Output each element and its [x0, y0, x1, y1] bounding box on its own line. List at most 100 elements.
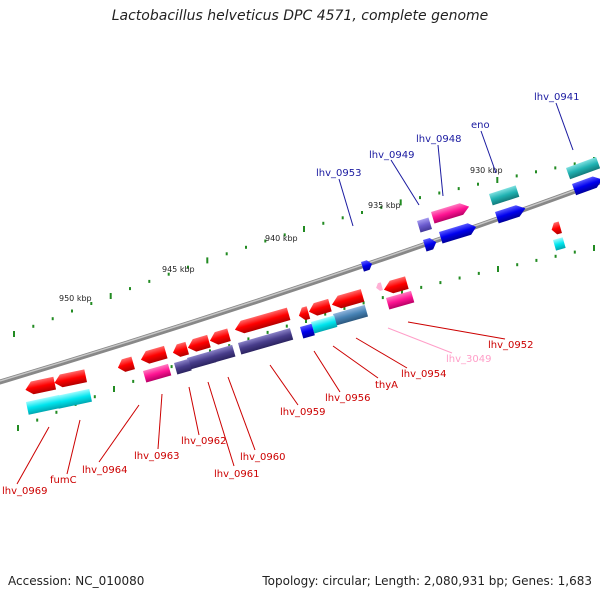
inner-tick-minor	[458, 276, 461, 280]
gene-lhv-0952-rna[interactable]	[386, 290, 415, 310]
gene-lhv-0964[interactable]	[116, 356, 135, 374]
gene-lhv-0956-cds[interactable]	[300, 323, 315, 339]
gene-lhv-0952[interactable]	[382, 276, 409, 295]
gene-lhv-0959[interactable]	[233, 307, 291, 336]
gene-thyA-cds[interactable]	[311, 315, 338, 334]
label-fumC: fumC	[50, 475, 77, 486]
inner-tick-minor	[381, 296, 384, 300]
gene-lhv-0962[interactable]	[171, 341, 190, 359]
gene-lhv-0954-cds[interactable]	[333, 304, 369, 326]
leader-lhv-0952	[407, 321, 506, 340]
inner-tick-major	[593, 245, 595, 251]
outer-tick-major	[303, 226, 305, 232]
outer-tick-minor	[457, 187, 460, 191]
outer-tick-minor	[167, 272, 170, 276]
gene-lhv-0949-cds[interactable]	[417, 217, 432, 233]
gene-lhv-0961-cds[interactable]	[187, 350, 217, 370]
gene-lhv-0960-cds[interactable]	[211, 344, 236, 363]
inner-tick-major	[305, 317, 307, 323]
gene-lhv-0949[interactable]	[423, 236, 438, 252]
leader-lhv-0954	[355, 337, 408, 369]
inner-tick-minor	[420, 285, 423, 289]
inner-tick-minor	[247, 337, 250, 341]
gene-lhv-0948[interactable]	[439, 221, 478, 244]
gene-lhv-0956[interactable]	[297, 306, 311, 321]
outer-tick-minor	[148, 279, 151, 283]
outer-tick-minor	[341, 216, 344, 220]
gene-thyA[interactable]	[307, 298, 332, 318]
inner-tick-major	[17, 425, 19, 431]
tick-label-935: 935 kbp	[368, 201, 401, 210]
outer-tick-major	[496, 177, 499, 183]
tick-label-945: 945 kbp	[162, 265, 195, 274]
gene-lhv-0960[interactable]	[208, 328, 231, 346]
label-lhv-0953: lhv_0953	[316, 168, 361, 179]
label-lhv-0960: lhv_0960	[240, 452, 285, 463]
leader-lhv-0969	[16, 426, 50, 485]
gene-right-cyan[interactable]	[553, 237, 566, 251]
leader-lhv-0960	[227, 376, 256, 451]
label-lhv-3049: lhv_3049	[446, 354, 491, 365]
inner-tick-minor	[266, 330, 269, 334]
outer-tick-minor	[129, 287, 131, 291]
label-lhv-0941: lhv_0941	[534, 92, 579, 103]
leader-lhv-0953	[338, 178, 354, 227]
outer-tick-minor	[380, 205, 383, 209]
outer-tick-major	[399, 199, 402, 206]
outer-tick-minor	[283, 233, 286, 237]
outer-tick-minor	[515, 174, 518, 178]
outer-tick-minor	[32, 324, 35, 328]
inner-tick-major	[401, 289, 403, 296]
outer-tick-major	[13, 331, 15, 337]
outer-tick-minor	[322, 221, 325, 225]
leader-lhv-0949	[390, 159, 420, 206]
outer-tick-minor	[573, 162, 576, 166]
label-lhv-0949: lhv_0949	[369, 150, 414, 161]
outer-tick-minor	[535, 170, 537, 174]
outer-tick-major	[206, 257, 209, 264]
inner-tick-minor	[324, 312, 327, 316]
leader-lhv-0964	[98, 404, 140, 463]
label-lhv-0964: lhv_0964	[82, 465, 127, 476]
outer-tick-minor	[419, 196, 421, 200]
gene-lhv-0959-cds[interactable]	[237, 328, 294, 355]
label-lhv-0952: lhv_0952	[488, 340, 533, 351]
gene-lhv-0969[interactable]	[24, 376, 57, 396]
gene-lhv-3049[interactable]	[375, 282, 383, 291]
gene-eno[interactable]	[495, 203, 527, 224]
gene-lhv-0963[interactable]	[139, 345, 168, 366]
leader-lhv-0948	[437, 144, 444, 197]
gene-lhv-0969-cds[interactable]	[26, 394, 62, 415]
outer-tick-minor	[264, 239, 267, 243]
leader-fumC	[66, 419, 81, 475]
gene-lhv-0962-cds[interactable]	[174, 358, 192, 375]
gene-lhv-0948-rna[interactable]	[431, 201, 471, 224]
inner-tick-major	[113, 386, 115, 392]
gene-fumC-cds[interactable]	[56, 388, 92, 409]
gene-lhv-0941-cds[interactable]	[566, 157, 600, 180]
outer-tick-minor	[225, 252, 228, 256]
leader-lhv-0959	[269, 364, 299, 406]
inner-tick-minor	[343, 306, 346, 310]
gene-lhv-0953[interactable]	[361, 259, 373, 272]
tick-label-930: 930 kbp	[470, 166, 503, 175]
gene-fumC[interactable]	[53, 369, 88, 388]
inner-tick-minor	[573, 250, 576, 254]
inner-tick-minor	[228, 344, 231, 348]
outer-tick-minor	[438, 191, 441, 195]
gene-lhv-0954[interactable]	[330, 289, 365, 310]
gene-lhv-0941[interactable]	[572, 174, 600, 196]
inner-tick-minor	[439, 281, 442, 285]
accession-text: Accession: NC_010080	[8, 574, 145, 588]
leader-lhv-0963	[157, 393, 163, 450]
label-lhv-0956: lhv_0956	[325, 393, 370, 404]
inner-tick-minor	[535, 258, 538, 262]
gene-lhv-0961[interactable]	[186, 334, 211, 354]
gene-lhv-0963-rna[interactable]	[143, 363, 172, 383]
gene-eno-cds[interactable]	[489, 185, 520, 206]
genome-summary-text: Topology: circular; Length: 2,080,931 bp…	[262, 574, 592, 588]
gene-right-red[interactable]	[550, 221, 562, 236]
inner-tick-minor	[93, 395, 96, 399]
leader-lhv-0962	[188, 386, 200, 436]
